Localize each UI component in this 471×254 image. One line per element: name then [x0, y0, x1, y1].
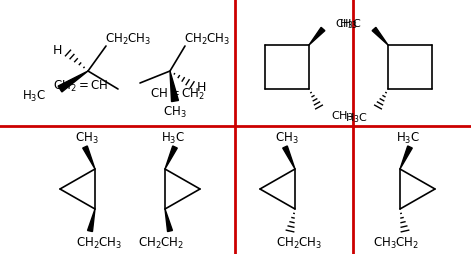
Text: $\mathregular{CH_2CH_3}$: $\mathregular{CH_2CH_3}$	[105, 31, 151, 46]
Text: $\mathregular{H_3C}$: $\mathregular{H_3C}$	[339, 17, 362, 31]
Text: $\mathregular{CH_2CH_2}$: $\mathregular{CH_2CH_2}$	[138, 234, 184, 250]
Text: $\mathregular{CH_3}$: $\mathregular{CH_3}$	[335, 17, 357, 31]
Text: H: H	[197, 81, 206, 94]
Polygon shape	[58, 72, 88, 92]
Polygon shape	[283, 146, 295, 169]
Polygon shape	[83, 146, 95, 169]
Polygon shape	[165, 146, 177, 169]
Text: H: H	[53, 43, 62, 56]
Text: $\mathregular{H_3C}$: $\mathregular{H_3C}$	[345, 111, 368, 124]
Text: $\mathregular{CH_3}$: $\mathregular{CH_3}$	[275, 130, 299, 145]
Text: $\mathregular{CH_3CH_2}$: $\mathregular{CH_3CH_2}$	[373, 234, 419, 250]
Text: $\mathregular{H_3C}$: $\mathregular{H_3C}$	[396, 130, 420, 145]
Polygon shape	[170, 72, 179, 102]
Text: $\mathregular{CH_3}$: $\mathregular{CH_3}$	[331, 109, 354, 122]
Text: $\mathregular{CH_2CH_3}$: $\mathregular{CH_2CH_3}$	[184, 31, 230, 46]
Polygon shape	[372, 28, 388, 46]
Polygon shape	[309, 28, 325, 46]
Polygon shape	[165, 209, 172, 232]
Text: $\mathregular{CH_2CH_3}$: $\mathregular{CH_2CH_3}$	[76, 234, 122, 250]
Text: $\mathregular{CH_3}$: $\mathregular{CH_3}$	[163, 104, 187, 119]
Text: $\mathregular{CH=CH_2}$: $\mathregular{CH=CH_2}$	[150, 86, 205, 101]
Text: $\mathregular{CH_3}$: $\mathregular{CH_3}$	[75, 130, 99, 145]
Polygon shape	[400, 146, 412, 169]
Polygon shape	[88, 209, 95, 232]
Text: $\mathregular{CH_2=CH}$: $\mathregular{CH_2=CH}$	[53, 78, 108, 93]
Text: $\mathregular{H_3C}$: $\mathregular{H_3C}$	[161, 130, 185, 145]
Text: $\mathregular{H_3C}$: $\mathregular{H_3C}$	[22, 88, 46, 103]
Text: $\mathregular{CH_2CH_3}$: $\mathregular{CH_2CH_3}$	[276, 234, 322, 250]
